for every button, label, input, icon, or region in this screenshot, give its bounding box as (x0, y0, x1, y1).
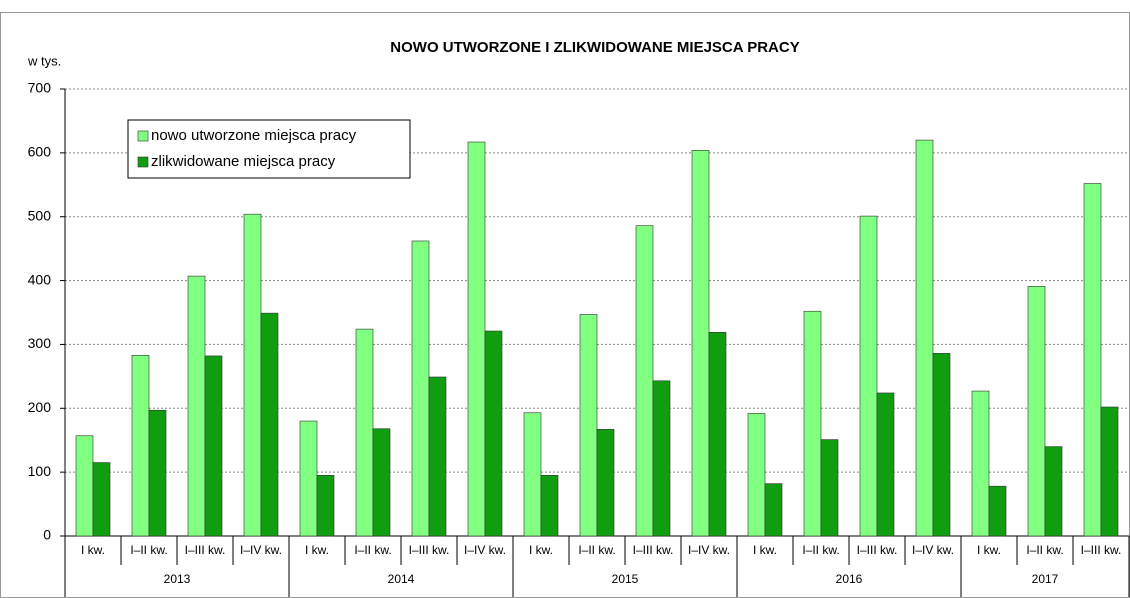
x-tick-label: I–IV kw. (688, 543, 730, 557)
bar (1100, 406, 1119, 537)
bar (243, 213, 262, 537)
group-label: 2016 (836, 572, 863, 586)
bar (1083, 183, 1102, 537)
chart-title: NOWO UTWORZONE I ZLIKWIDOWANE MIEJSCA PR… (390, 39, 799, 56)
bar (131, 354, 150, 537)
bar (484, 330, 503, 537)
x-tick-label: I–III kw. (1081, 543, 1122, 557)
bar (411, 240, 430, 537)
x-tick-label: I kw. (753, 543, 777, 557)
x-tick-label: I–III kw. (185, 543, 226, 557)
x-tick-label: I–IV kw. (464, 543, 506, 557)
legend-swatch (137, 130, 149, 142)
x-tick-label: I–II kw. (354, 543, 391, 557)
bar (1044, 446, 1063, 537)
y-tick-label: 500 (28, 207, 52, 223)
bar (820, 439, 839, 537)
bar (1027, 286, 1046, 537)
group-label: 2017 (1032, 572, 1059, 586)
bar (876, 392, 895, 537)
x-tick-label: I kw. (81, 543, 105, 557)
group-label: 2015 (612, 572, 639, 586)
legend-label: nowo utworzone miejsca pracy (151, 127, 357, 144)
x-tick-label: I kw. (977, 543, 1001, 557)
x-tick-label: I–II kw. (802, 543, 839, 557)
y-tick-label: 700 (28, 80, 52, 96)
x-tick-label: I–IV kw. (240, 543, 282, 557)
bar (260, 312, 279, 537)
bar (932, 353, 951, 537)
y-tick-label: 0 (43, 527, 51, 543)
x-tick-label: I–IV kw. (912, 543, 954, 557)
bar (764, 483, 783, 537)
y-tick-label: 400 (28, 271, 52, 287)
bar (635, 225, 654, 537)
bar (540, 475, 559, 537)
group-label: 2014 (388, 572, 415, 586)
y-tick-label: 300 (28, 335, 52, 351)
bar (428, 376, 447, 537)
x-tick-label: I–II kw. (130, 543, 167, 557)
legend-label: zlikwidowane miejsca pracy (151, 153, 336, 170)
bar (579, 314, 598, 537)
bar (75, 435, 94, 537)
bar (523, 412, 542, 537)
bar (355, 328, 374, 537)
bar (316, 475, 335, 537)
y-tick-label: 200 (28, 399, 52, 415)
bar (187, 275, 206, 537)
bar (204, 355, 223, 537)
y-tick-label: 100 (28, 463, 52, 479)
x-tick-label: I kw. (529, 543, 553, 557)
bar (652, 380, 671, 537)
x-tick-label: I–III kw. (409, 543, 450, 557)
bar (803, 310, 822, 537)
x-tick-label: I–II kw. (578, 543, 615, 557)
bar (859, 215, 878, 537)
legend-box (127, 119, 411, 179)
x-tick-label: I–III kw. (633, 543, 674, 557)
y-axis-label: w tys. (27, 53, 61, 68)
bar (372, 428, 391, 537)
group-label: 2013 (164, 572, 191, 586)
bar (708, 331, 727, 537)
bar (971, 390, 990, 537)
bar (467, 141, 486, 537)
chart-frame (0, 12, 1130, 598)
x-tick-label: I kw. (305, 543, 329, 557)
y-tick-label: 600 (28, 144, 52, 160)
x-tick-label: I–III kw. (857, 543, 898, 557)
x-tick-label: I–II kw. (1026, 543, 1063, 557)
bar (691, 150, 710, 537)
bar (299, 420, 318, 537)
bar (92, 462, 111, 537)
legend-swatch (137, 156, 149, 168)
bar (596, 429, 615, 537)
bar (747, 413, 766, 537)
bar (148, 409, 167, 537)
bar (988, 485, 1007, 537)
bar (915, 139, 934, 537)
